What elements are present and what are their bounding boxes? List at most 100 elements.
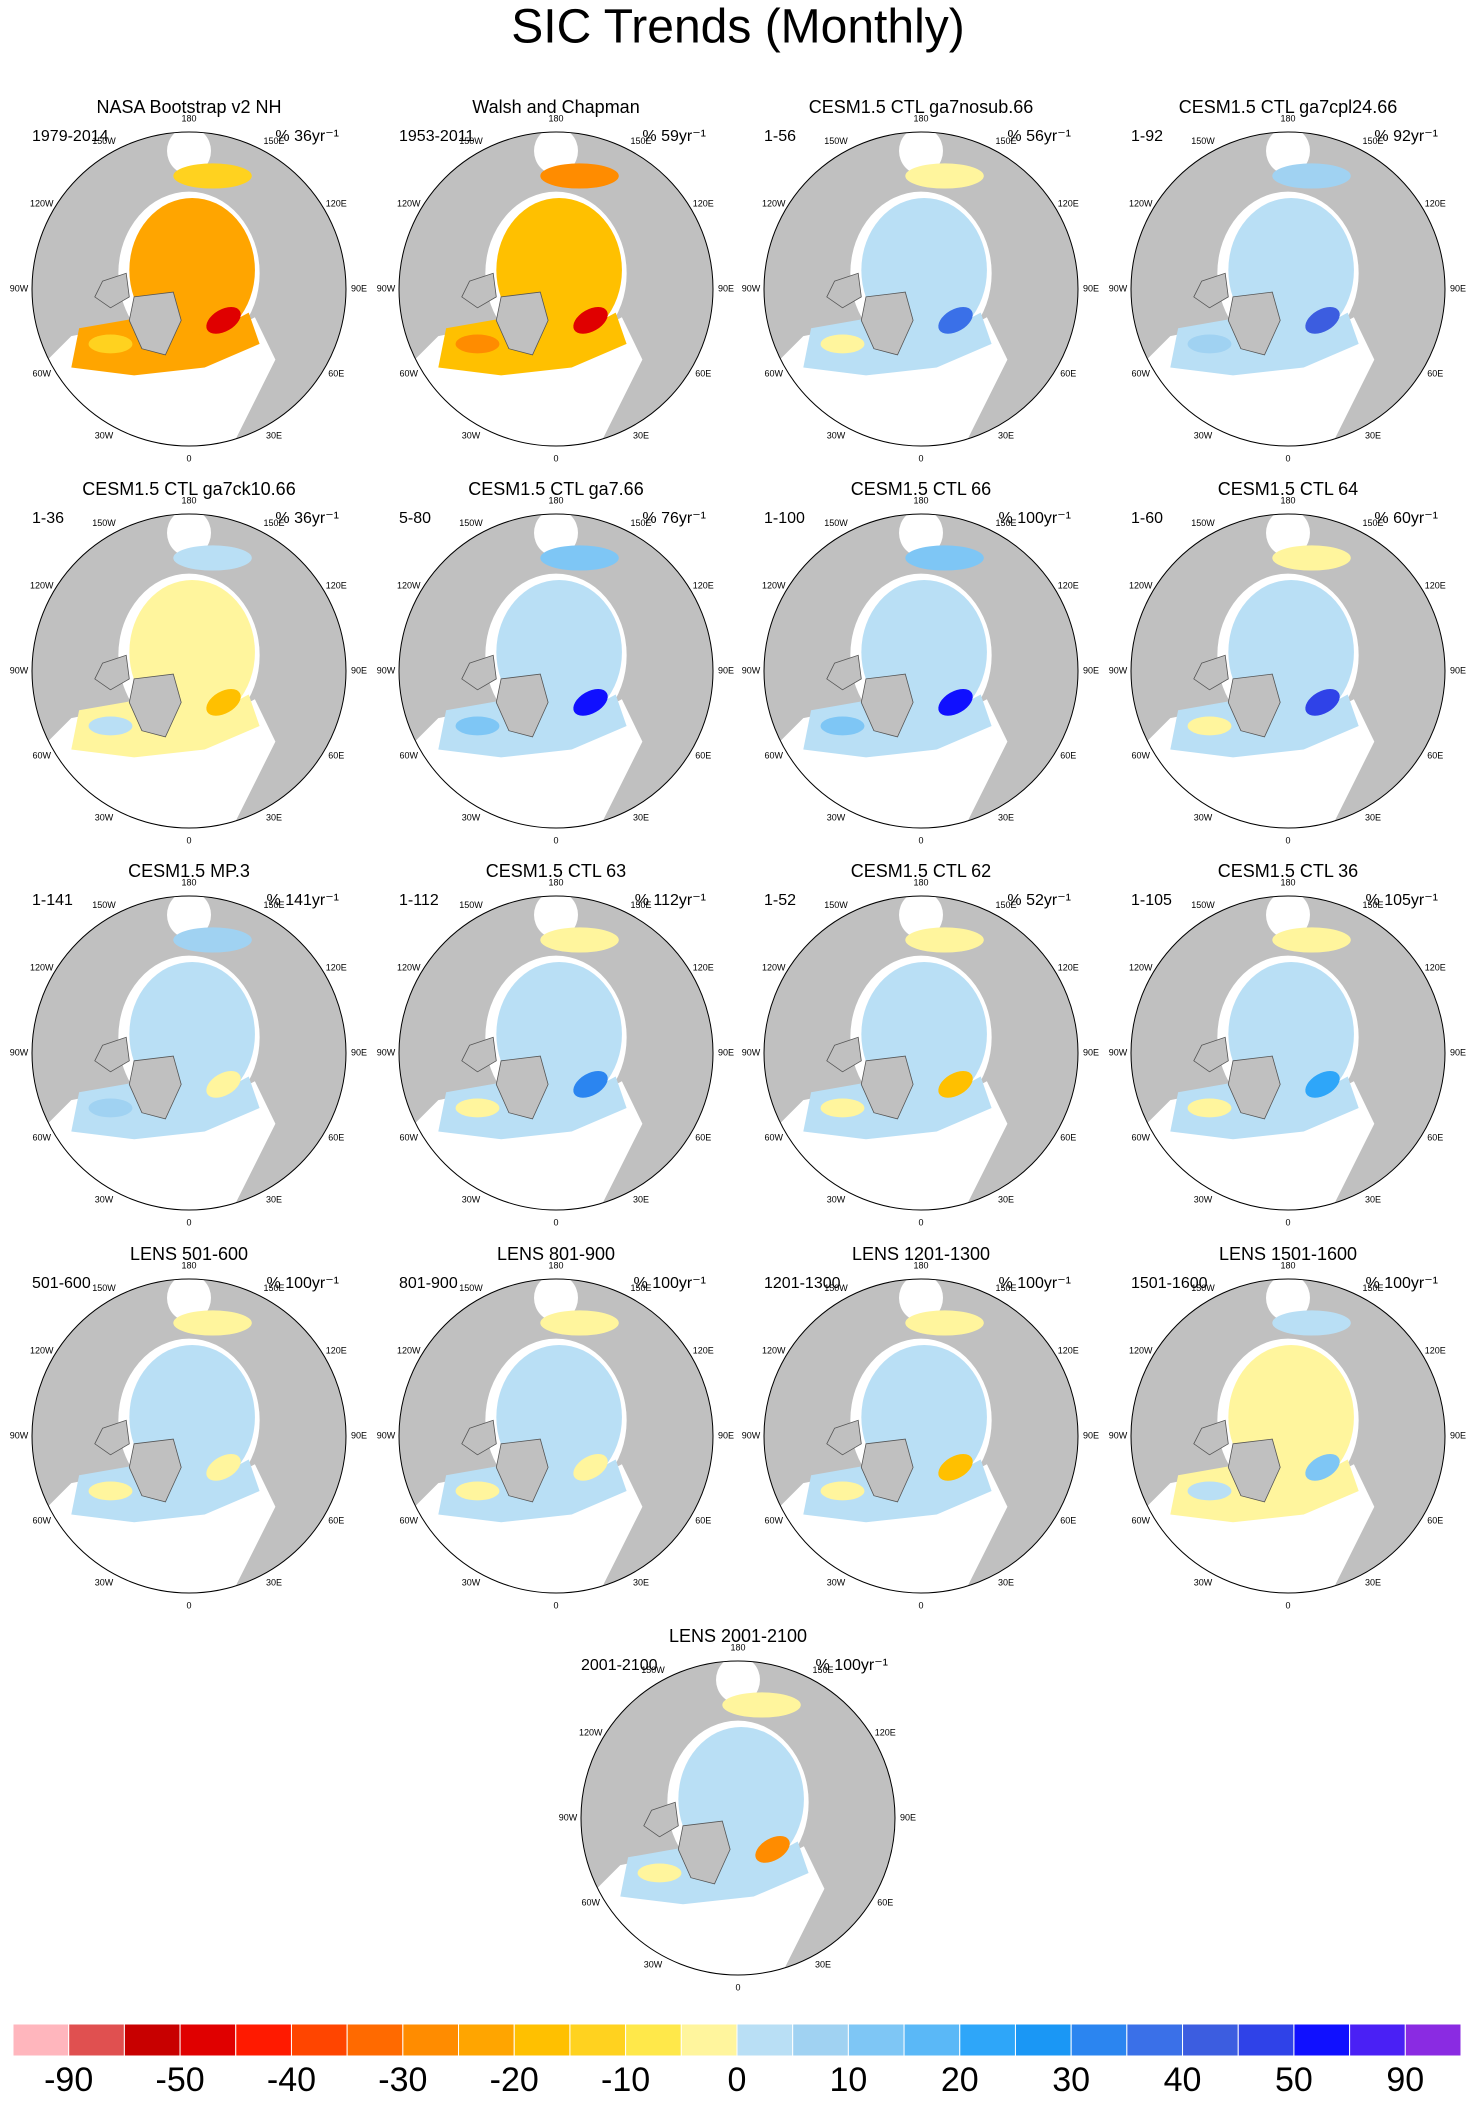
- map-panel: 180 150E 120E 90E 60E 30E 0 30W 60W 90W 120W 150W CE…: [377, 479, 734, 846]
- colorbar-box: [736, 2023, 794, 2057]
- longitude-label: 0: [186, 1600, 191, 1610]
- greenland: [495, 1438, 549, 1503]
- ice-shade: [905, 163, 984, 189]
- longitude-label: 120E: [1058, 198, 1079, 208]
- map-panel: 180 150E 120E 90E 60E 30E 0 30W 60W 90W 120W 150W CE…: [1109, 861, 1466, 1228]
- archipelago: [461, 1036, 497, 1073]
- longitude-label: 150W: [824, 136, 848, 146]
- panel-title: LENS 1501-1600: [1219, 1244, 1357, 1264]
- longitude-label: 150W: [1191, 518, 1215, 528]
- longitude-label: 30E: [998, 431, 1014, 441]
- longitude-label: 90W: [1109, 665, 1128, 675]
- longitude-label: 90W: [10, 665, 29, 675]
- ice-shade: [173, 163, 252, 189]
- longitude-label: 60W: [400, 1515, 419, 1525]
- longitude-label: 60W: [400, 368, 419, 378]
- longitude-label: 150E: [1362, 1283, 1383, 1293]
- longitude-label: 180: [181, 1260, 196, 1270]
- ice-shade: [540, 163, 619, 189]
- longitude-label: 150E: [263, 1283, 284, 1293]
- longitude-label: 60E: [1427, 1515, 1443, 1525]
- longitude-label: 30E: [1365, 813, 1381, 823]
- colorbar-box: [346, 2023, 404, 2057]
- longitude-label: 90E: [1450, 283, 1466, 293]
- longitude-label: 60E: [1427, 368, 1443, 378]
- ice-shade: [938, 689, 973, 716]
- panel-period: 1-52: [764, 892, 796, 909]
- panel-title: LENS 2001-2100: [669, 1626, 807, 1646]
- archipelago: [826, 1419, 862, 1456]
- longitude-label: 30W: [1194, 1195, 1213, 1205]
- greenland: [677, 1820, 731, 1885]
- longitude-label: 150W: [824, 1283, 848, 1293]
- longitude-label: 120W: [30, 962, 54, 972]
- colorbar-label: -50: [156, 2061, 205, 2099]
- ice-shade: [722, 1692, 801, 1718]
- longitude-label: 0: [735, 1982, 740, 1992]
- longitude-label: 120W: [397, 580, 421, 590]
- longitude-label: 180: [181, 113, 196, 123]
- archipelago: [461, 272, 497, 309]
- longitude-label: 120E: [326, 198, 347, 208]
- ice-shade: [88, 334, 133, 354]
- bering-sea: [534, 514, 578, 557]
- longitude-label: 60W: [765, 368, 784, 378]
- archipelago: [461, 1419, 497, 1456]
- longitude-label: 90E: [1083, 1047, 1099, 1057]
- bering-sea: [899, 896, 943, 939]
- colorbar-label: 90: [1386, 2061, 1424, 2099]
- greenland: [128, 673, 182, 738]
- longitude-label: 60E: [695, 1515, 711, 1525]
- longitude-label: 150W: [459, 1283, 483, 1293]
- panel-trend: % 100yr⁻¹: [816, 1657, 888, 1674]
- longitude-label: 150W: [1191, 900, 1215, 910]
- ice-shade: [206, 307, 241, 334]
- panel-period: 1-36: [32, 510, 64, 527]
- longitude-label: 0: [553, 1600, 558, 1610]
- map-panel: 180 150E 120E 90E 60E 30E 0 30W 60W 90W 120W 150W CE…: [377, 861, 734, 1228]
- longitude-label: 90E: [718, 1047, 734, 1057]
- bering-sea: [1266, 1279, 1310, 1322]
- longitude-label: 0: [186, 835, 191, 845]
- ice-shade: [573, 1071, 608, 1098]
- longitude-label: 0: [918, 1217, 923, 1227]
- longitude-label: 60W: [1132, 1515, 1151, 1525]
- longitude-label: 90W: [1109, 1047, 1128, 1057]
- longitude-label: 60E: [695, 750, 711, 760]
- panel-trend: % 76yr⁻¹: [642, 510, 706, 527]
- colorbar-box: [12, 2023, 70, 2057]
- longitude-label: 30E: [266, 431, 282, 441]
- longitude-label: 30W: [827, 813, 846, 823]
- panel-title: CESM1.5 MP.3: [128, 861, 250, 881]
- colorbar-box: [1126, 2023, 1184, 2057]
- longitude-label: 120E: [875, 1727, 896, 1737]
- longitude-label: 60W: [33, 1132, 52, 1142]
- longitude-label: 150E: [263, 136, 284, 146]
- colorbar-box: [179, 2023, 237, 2057]
- longitude-label: 30W: [644, 1960, 663, 1970]
- longitude-label: 90W: [742, 283, 761, 293]
- panel-trend: % 100yr⁻¹: [999, 1275, 1071, 1292]
- ice-shade: [206, 689, 241, 716]
- panel-period: 1201-1300: [764, 1275, 841, 1292]
- longitude-label: 120E: [693, 962, 714, 972]
- panel-period: 501-600: [32, 1275, 91, 1292]
- map-border: [1130, 131, 1446, 447]
- longitude-label: 90E: [900, 1812, 916, 1822]
- ice-shade: [1305, 307, 1340, 334]
- colorbar-box: [959, 2023, 1016, 2057]
- colorbar-box: [625, 2023, 682, 2057]
- ice-shade: [88, 716, 133, 736]
- bering-sea: [899, 132, 943, 175]
- ice-shade: [173, 927, 252, 953]
- panel-title: CESM1.5 CTL ga7ck10.66: [82, 479, 295, 499]
- greenland: [1227, 1055, 1281, 1120]
- panel-period: 2001-2100: [581, 1657, 658, 1674]
- ice-shade: [173, 1310, 252, 1336]
- longitude-label: 150W: [92, 518, 116, 528]
- ice-shade: [637, 1863, 682, 1883]
- longitude-label: 150E: [263, 900, 284, 910]
- panel-title: Walsh and Chapman: [472, 97, 639, 117]
- panel-title: CESM1.5 CTL ga7cpl24.66: [1179, 97, 1397, 117]
